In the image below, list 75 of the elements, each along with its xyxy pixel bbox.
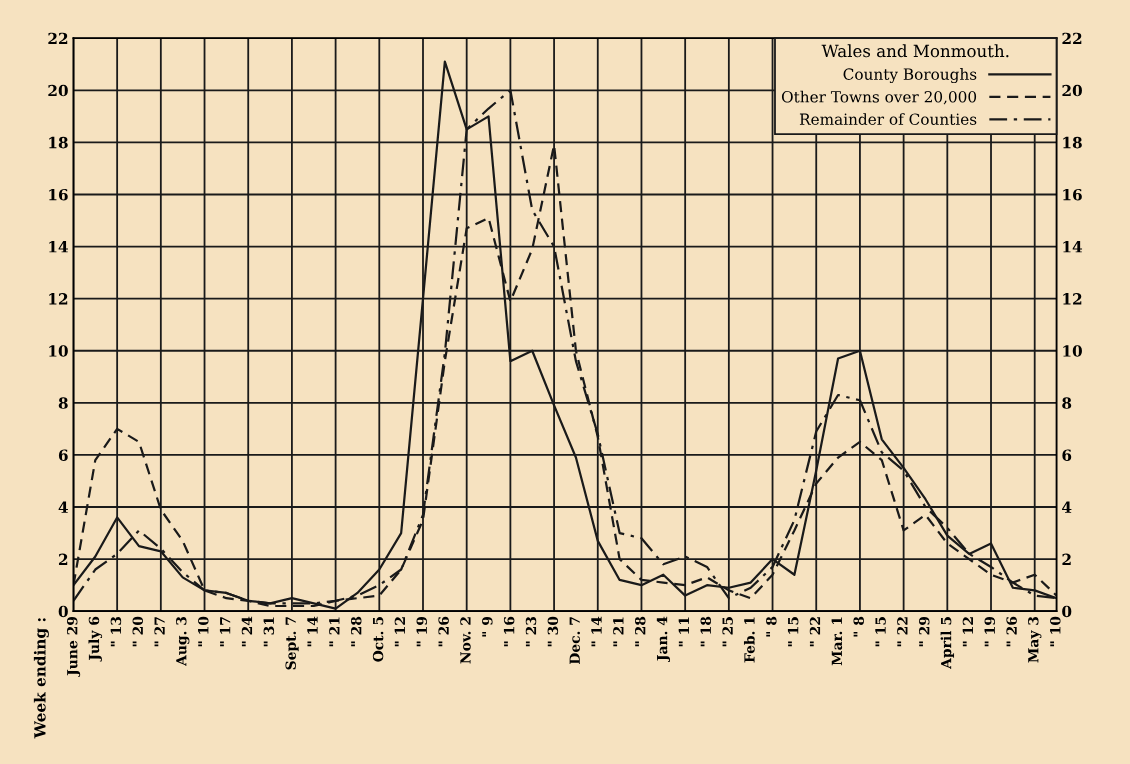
x-tick-label: " 8: [853, 616, 864, 637]
x-tick-label: " 28: [634, 616, 646, 647]
y2-tick-label: 10: [1063, 345, 1082, 357]
x-tick-label: " 13: [110, 616, 122, 647]
x-tick-label: " 20: [132, 616, 144, 647]
y2-tick-label: 0: [1062, 605, 1072, 618]
x-tick-label: May 3: [1028, 616, 1042, 663]
y2-tick-label: 22: [1062, 32, 1082, 44]
x-tick-label: Oct. 5: [372, 617, 384, 662]
x-tick-label: " 14: [307, 616, 318, 647]
x-tick-label: Jan. 4: [656, 616, 671, 663]
y2-tick-label: 20: [1062, 84, 1082, 97]
x-tick-label: July 6: [88, 616, 103, 662]
y2-tick-label: 12: [1063, 293, 1082, 305]
x-tick-label: " 28: [350, 616, 362, 647]
y-tick-label: 20: [48, 84, 68, 97]
x-tick-label: " 12: [962, 617, 973, 647]
legend-title: Wales and Monmouth.: [821, 44, 1009, 58]
x-tick-label: " 10: [198, 616, 209, 647]
y-tick-label: 2: [58, 553, 68, 565]
x-tick-label: " 21: [329, 617, 340, 647]
x-tick-label: June 29: [66, 616, 81, 677]
x-tick-label: " 15: [875, 617, 886, 647]
x-tick-label: Dec. 7: [569, 617, 580, 665]
x-tick-label: " 26: [438, 616, 449, 647]
y2-tick-label: 8: [1062, 397, 1072, 409]
y2-tick-label: 18: [1063, 136, 1082, 149]
y-tick-label: 18: [49, 136, 68, 149]
x-tick-label: Mar. 1: [831, 617, 843, 666]
x-tick-label: " 12: [394, 617, 405, 647]
x-tick-label: " 22: [809, 617, 821, 647]
x-tick-label: " 23: [525, 616, 537, 647]
y2-tick-label: 14: [1063, 241, 1083, 253]
x-tick-label: " 26: [1006, 616, 1017, 647]
text: Week ending :: [33, 618, 49, 739]
x-tick-label: " 21: [613, 617, 624, 647]
y-tick-label: 8: [58, 397, 68, 409]
y-tick-label: 4: [58, 501, 68, 513]
x-tick-label: " 31: [263, 617, 275, 647]
y-tick-label: 14: [49, 241, 68, 253]
x-tick-label: " 19: [984, 616, 996, 647]
x-tick-label: " 19: [416, 616, 428, 647]
x-tick-label: " 25: [722, 617, 733, 647]
y-tick-label: 0: [58, 605, 68, 618]
x-tick-label: " 30: [547, 616, 559, 647]
legend-label: County Boroughs: [843, 68, 977, 84]
x-tick-label: " 29: [918, 616, 930, 647]
y2-tick-label: 2: [1062, 553, 1071, 565]
x-tick-label: " 9: [482, 616, 493, 637]
y-tick-label: 16: [49, 188, 68, 201]
x-tick-label: " 14: [591, 616, 602, 647]
x-tick-label: " 10: [1050, 616, 1061, 647]
x-tick-label: " 27: [154, 617, 165, 647]
legend-label: Other Towns over 20,000: [781, 90, 977, 105]
x-tick-label: " 18: [700, 616, 712, 647]
x-tick-label: April 5: [940, 617, 955, 670]
x-tick-label: Sept. 7: [285, 617, 299, 670]
x-tick-label: " 22: [897, 617, 908, 647]
y-tick-label: 22: [48, 32, 68, 44]
legend-label: Remainder of Counties: [799, 113, 977, 125]
y-tick-label: 10: [49, 345, 68, 357]
x-tick-label: " 8: [766, 616, 777, 637]
x-tick-label: " 17: [219, 617, 231, 647]
y2-tick-label: 16: [1063, 188, 1082, 201]
y-tick-label: 6: [58, 449, 68, 461]
x-tick-label: " 16: [503, 616, 515, 647]
y-tick-label: 12: [49, 293, 68, 305]
x-tick-label: " 24: [241, 616, 253, 647]
y2-tick-label: 6: [1062, 449, 1072, 461]
x-tick-label: " 15: [787, 617, 799, 647]
x-tick-label: Aug. 3: [176, 616, 190, 667]
x-tick-label: Feb. 1: [743, 617, 755, 663]
x-tick-label: Nov. 2: [460, 617, 471, 664]
x-tick-label: " 11: [678, 617, 689, 647]
y2-tick-label: 4: [1062, 501, 1072, 513]
